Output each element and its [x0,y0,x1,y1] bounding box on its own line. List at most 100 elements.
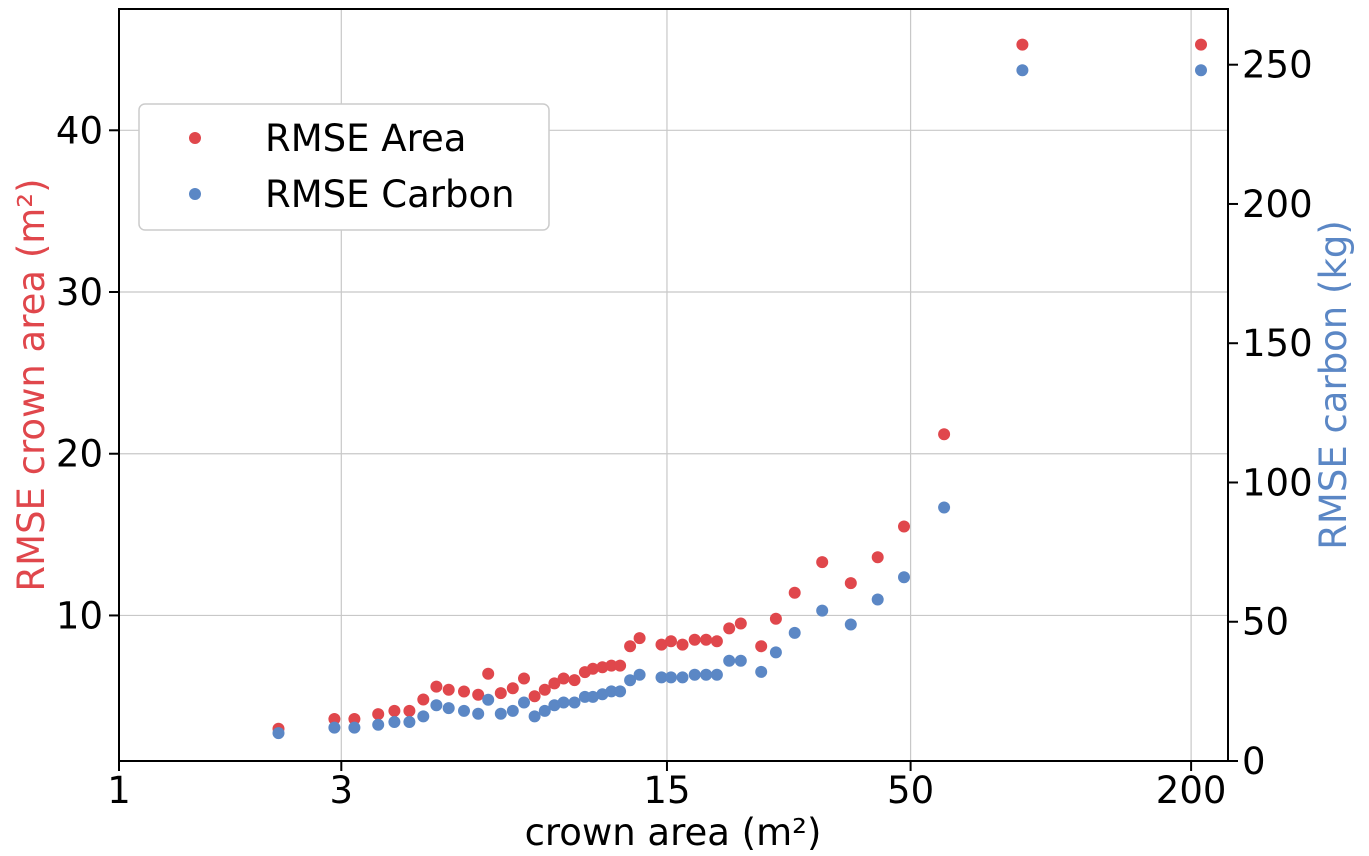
area-point [700,633,713,646]
area-point [605,659,618,672]
area-point [723,622,736,635]
carbon-point [769,646,782,659]
carbon-point [568,696,581,709]
area-point [403,704,416,717]
carbon-point [1195,64,1207,77]
carbon-point [548,699,561,712]
carbon-point [538,704,551,717]
area-point [388,704,401,717]
area-point [614,659,627,672]
carbon-point [788,626,801,639]
right-y-tick-label: 0 [1242,740,1266,783]
right-y-tick-label: 150 [1242,322,1313,365]
area-point [596,661,609,674]
area-point [676,638,689,651]
carbon-point [710,668,723,681]
carbon-point [348,721,361,734]
area-point [518,672,530,685]
carbon-point [676,671,689,684]
legend-marker-area [189,132,201,144]
carbon-point [633,668,646,681]
left-y-tick-label: 40 [56,109,103,152]
right-y-axis-title: RMSE carbon (kg) [1312,220,1355,550]
area-point [688,633,701,646]
area-point [528,690,541,703]
carbon-point [506,704,519,717]
data-points [272,38,1207,740]
x-axis-title: crown area (m²) [525,811,822,854]
area-point [586,662,599,675]
area-point [506,682,519,695]
area-point [442,683,455,696]
area-point [494,687,507,700]
legend-label-area: RMSE Area [265,117,466,160]
carbon-point [328,721,341,734]
carbon-point [528,710,541,723]
legend: RMSE Area RMSE Carbon [138,103,550,231]
area-point [1016,38,1029,51]
right-y-tick-label: 250 [1242,44,1313,87]
carbon-point [458,704,470,717]
carbon-point [430,699,443,712]
area-point [710,635,723,648]
legend-marker-carbon [189,188,201,200]
area-point [938,428,951,441]
carbon-point [723,654,736,667]
carbon-point [844,618,857,631]
carbon-point [1016,64,1029,77]
carbon-point [403,716,416,728]
left-y-tick-label: 10 [56,594,103,637]
area-point [1195,38,1207,51]
carbon-point [624,674,637,687]
carbon-point [272,727,285,740]
carbon-point [417,710,430,723]
left-y-tick-label: 20 [56,433,103,476]
area-point [898,520,910,533]
carbon-point [871,593,884,606]
area-point [417,693,430,706]
area-point [557,672,570,685]
x-tick-label: 1 [107,769,131,812]
carbon-point [596,688,609,701]
area-point [665,635,677,648]
carbon-point [472,707,485,720]
area-point [624,640,637,653]
right-y-tick-label: 100 [1242,461,1313,504]
carbon-point [372,718,385,731]
carbon-point [557,696,570,709]
x-tick-label: 50 [887,769,934,812]
area-point [633,632,646,645]
carbon-point [494,707,507,720]
carbon-point [518,696,530,709]
x-tick-label: 3 [330,769,354,812]
area-point [548,677,561,690]
left-y-tick-label: 30 [56,271,103,314]
carbon-point [482,693,495,706]
area-point [769,612,782,625]
area-point [472,688,485,701]
area-point [844,577,857,590]
right-y-tick-label: 200 [1242,183,1313,226]
carbon-point [688,668,701,681]
carbon-point [655,671,668,684]
legend-box [138,103,550,231]
x-tick-label: 15 [643,769,690,812]
carbon-point [388,716,401,728]
area-point [734,617,747,630]
area-point [755,640,768,653]
carbon-point [586,690,599,703]
area-point [430,680,443,693]
carbon-point [700,668,713,681]
carbon-point [605,685,618,698]
area-point [372,708,385,721]
carbon-point [442,702,455,715]
area-point [348,713,361,725]
area-point [482,667,495,680]
area-point [655,638,668,651]
area-point [328,713,341,725]
area-point [538,683,551,696]
axis-ticks: 1 3 15 50 200 10 20 30 40 0 50 100 150 200 250 [56,44,1313,812]
area-point [871,551,884,564]
